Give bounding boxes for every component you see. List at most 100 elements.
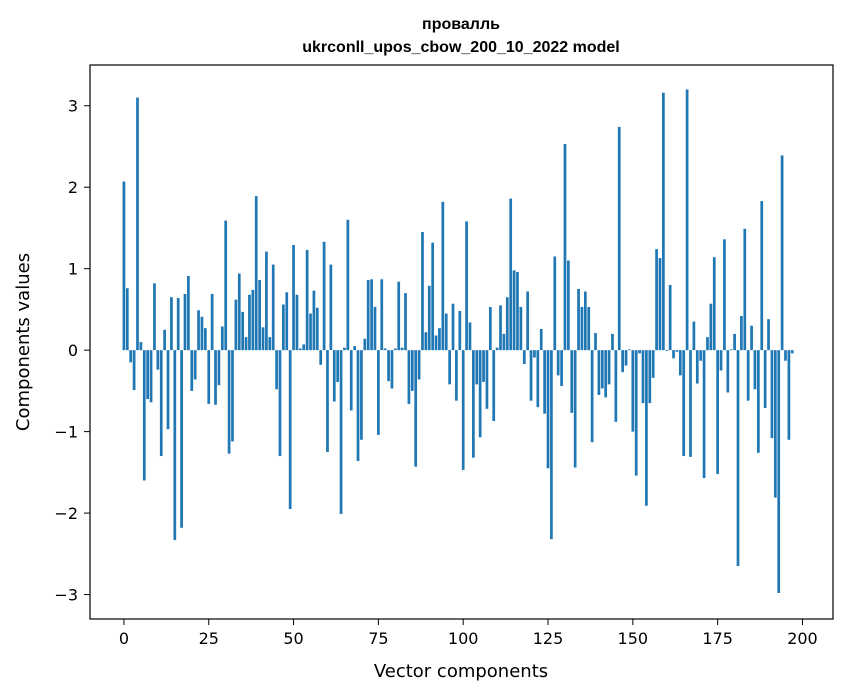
bar [377, 350, 380, 435]
bar [261, 327, 265, 351]
bar [326, 350, 329, 452]
y-tick-label: 0 [68, 341, 78, 360]
y-tick-label: 2 [68, 178, 78, 197]
bar [712, 257, 716, 351]
bar [370, 279, 373, 351]
bar [665, 350, 669, 351]
y-tick-label: −2 [54, 504, 78, 523]
x-tick-label: 125 [533, 629, 564, 648]
bar [122, 181, 126, 351]
bar [763, 350, 767, 408]
bar [380, 279, 384, 351]
bar [519, 306, 523, 351]
bar [678, 350, 682, 376]
y-tick-label: −3 [54, 586, 78, 605]
bar [461, 350, 465, 470]
bar [393, 348, 397, 351]
bar [332, 350, 336, 402]
bar [353, 346, 356, 351]
y-axis-label: Components values [13, 253, 34, 431]
bar [404, 293, 407, 351]
bar [251, 289, 255, 351]
bar [421, 232, 424, 351]
bar [563, 144, 567, 351]
bar [275, 350, 278, 390]
bar [410, 350, 414, 391]
bar-series [122, 89, 794, 593]
bar [740, 315, 743, 351]
bar [706, 337, 709, 351]
bar [743, 228, 747, 351]
y-axis-ticks: −3 −2 −1 0 1 2 3 [54, 97, 90, 605]
bar [129, 350, 133, 363]
bar [560, 350, 563, 386]
bar [156, 350, 160, 370]
bar [600, 350, 604, 389]
bar [573, 350, 577, 468]
x-tick-label: 25 [199, 629, 219, 648]
x-tick-label: 50 [283, 629, 303, 648]
bar [163, 329, 166, 351]
bar [621, 350, 625, 373]
x-axis-label: Vector components [374, 661, 548, 682]
bar [360, 350, 363, 440]
bar [217, 350, 221, 386]
bar [553, 256, 557, 351]
bar [254, 196, 258, 351]
bar [648, 350, 652, 404]
bar [702, 350, 706, 479]
bar [634, 350, 638, 476]
bar [451, 303, 455, 351]
x-tick-label: 100 [448, 629, 479, 648]
bar [390, 350, 394, 389]
plot-frame [89, 64, 834, 620]
bar [193, 350, 197, 380]
bar [784, 350, 787, 361]
bar [319, 350, 323, 365]
bar [580, 306, 584, 351]
bar [760, 201, 764, 351]
bar [753, 350, 757, 390]
bar [187, 276, 190, 351]
bar [180, 350, 183, 528]
bar [227, 350, 231, 454]
x-tick-label: 75 [368, 629, 388, 648]
bar [746, 350, 750, 401]
bar [282, 304, 285, 351]
bar [668, 284, 672, 351]
bar [723, 239, 726, 351]
bar [512, 270, 516, 351]
bar [315, 307, 319, 351]
bar [159, 350, 163, 457]
bar [465, 221, 468, 351]
bar [485, 350, 489, 409]
bar [472, 350, 475, 458]
x-tick-label: 200 [787, 629, 818, 648]
bar [556, 350, 560, 376]
bar [339, 350, 343, 514]
bar [142, 350, 146, 481]
bar [604, 350, 608, 398]
bar [590, 350, 594, 443]
bar [237, 273, 241, 351]
bar [655, 249, 658, 351]
bar [295, 294, 299, 351]
bar [645, 350, 648, 506]
y-tick-label: −1 [54, 423, 78, 442]
bar [607, 350, 611, 385]
bar [583, 291, 587, 351]
bar [224, 220, 228, 351]
bar [790, 350, 794, 354]
bar [692, 321, 696, 351]
bar [482, 350, 485, 382]
bar [234, 299, 238, 351]
bar [170, 297, 173, 351]
bar [173, 350, 177, 540]
bar [488, 306, 492, 351]
bar [414, 350, 418, 467]
bar [695, 350, 699, 384]
bar [438, 328, 441, 351]
bar [651, 350, 655, 378]
bar [336, 350, 340, 382]
